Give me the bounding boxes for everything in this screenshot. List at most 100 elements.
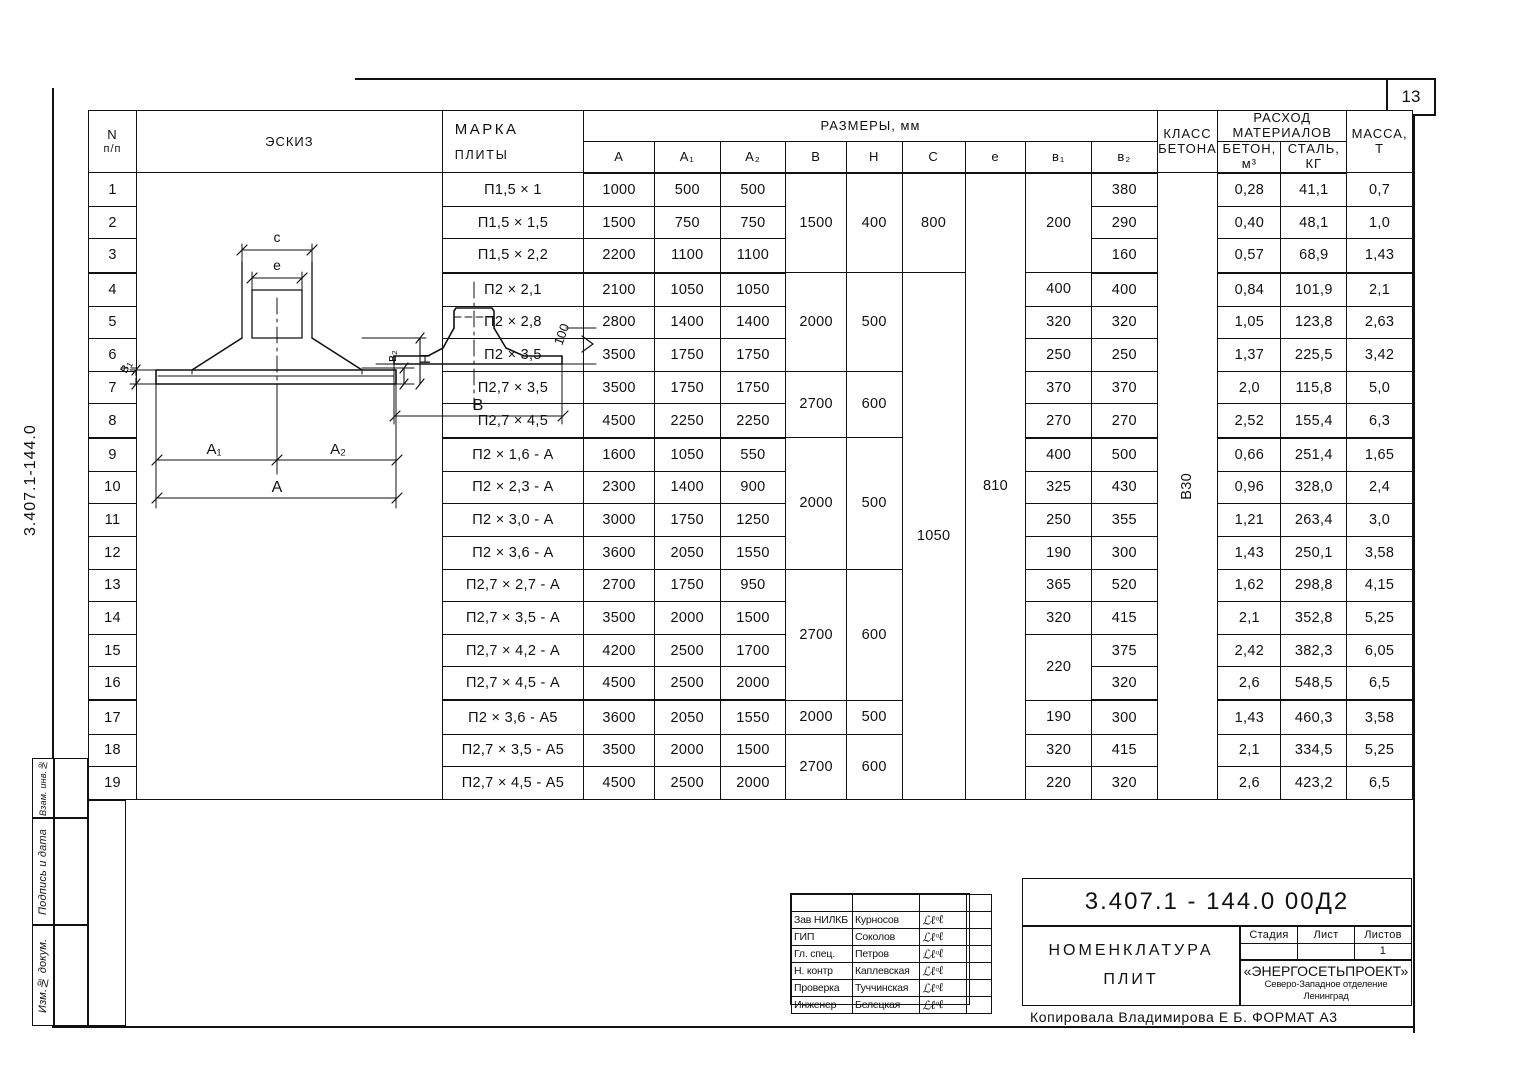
page-number: 13	[1401, 87, 1421, 106]
cell-H: 500	[845, 272, 903, 372]
cell-b1: 200	[1025, 172, 1092, 274]
cell-mark: П2 × 3,6 - А5	[441, 699, 585, 735]
signature-date	[966, 945, 992, 963]
cell-steel-mass: 298,8	[1280, 568, 1348, 603]
cell-mass: 6,5	[1346, 766, 1413, 800]
signature-row: Гл. спец. Петров ℒℓᵒℓ	[791, 945, 992, 963]
cell-mass: 3,58	[1346, 535, 1413, 570]
table-row: 13 П2,7 × 2,7 - А 2700 1750 950 2700 600 365 520…	[88, 568, 1413, 701]
cell-number: 5	[88, 305, 137, 340]
cell-A1: 2500	[653, 633, 721, 668]
cell-H: 600	[845, 733, 903, 801]
signature-date	[966, 928, 992, 946]
cell-mark: П2 × 3,0 - А	[441, 503, 585, 537]
cell-number: 4	[88, 272, 137, 307]
cell-mass: 2,4	[1346, 470, 1413, 505]
cell-concrete-volume: 2,1	[1217, 733, 1282, 768]
cell-A1: 1750	[653, 370, 721, 405]
cell-concrete-volume: 2,0	[1217, 370, 1282, 405]
cell-A: 1600	[583, 437, 655, 472]
cell-mark: П2,7 × 4,5	[441, 403, 585, 439]
cell-A1: 1400	[653, 305, 721, 340]
cell-A: 2800	[583, 305, 655, 340]
cell-A: 1000	[583, 172, 655, 207]
signature-mark: ℒℓᵒℓ	[919, 996, 967, 1014]
th-materials-l2: МАТЕРИАЛОВ	[1232, 124, 1332, 140]
cell-A2: 1100	[719, 238, 787, 274]
margin-cell-vzam: Взам. инв.№	[32, 758, 54, 818]
signature-row: Зав НИЛКБ Курносов ℒℓᵒℓ	[791, 911, 992, 929]
cell-number: 3	[88, 238, 137, 274]
cell-e: 810	[964, 172, 1027, 800]
cell-concrete-volume: 2,6	[1217, 766, 1282, 800]
table-row: 15 П2,7 × 4,2 - А 4200 2500 1700 220 375 2,42 38…	[88, 633, 1413, 701]
cell-concrete-volume: 0,84	[1217, 272, 1282, 307]
cell-mark: П2 × 1,6 - А	[441, 437, 585, 472]
cell-concrete-volume: 2,42	[1217, 633, 1282, 668]
cell-A2: 1250	[719, 503, 787, 537]
cell-b2: 320	[1090, 305, 1158, 340]
cell-steel-mass: 155,4	[1280, 403, 1348, 439]
cell-concrete-volume: 1,05	[1217, 305, 1282, 340]
cell-A2: 2000	[719, 766, 787, 800]
cell-A1: 2050	[653, 699, 721, 735]
signature-role: Гл. спец.	[791, 945, 853, 963]
cell-number: 16	[88, 666, 137, 702]
cell-A2: 1500	[719, 733, 787, 768]
cell-A1: 2000	[653, 601, 721, 635]
cell-mark: П2 × 3,6 - А	[441, 535, 585, 570]
cell-number: 15	[88, 633, 137, 668]
cell-B: 1500	[785, 172, 847, 274]
table-body: 1 П1,5 × 1 1000 500 500 1500 400 800 810 200 380 В3…	[88, 172, 1413, 801]
signature-name: Туччинская	[852, 979, 920, 997]
cell-A2: 1500	[719, 601, 787, 635]
cell-b2: 500	[1090, 437, 1158, 472]
cell-mark: П2,7 × 4,2 - А	[441, 633, 585, 668]
stage-header-sheets: Листов	[1354, 926, 1412, 944]
organization-block: «ЭНЕРГОСЕТЬПРОЕКТ» Северо-Западное отдел…	[1240, 960, 1412, 1006]
signature-date	[966, 996, 992, 1014]
document-title-line1: НОМЕНКЛАТУРА	[1048, 942, 1214, 960]
cell-mass: 4,15	[1346, 568, 1413, 603]
nomenclature-table: N п/п ЭСКИЗ МАРКА ПЛИТЫ РАЗМЕРЫ, мм КЛАС…	[88, 109, 1413, 801]
cell-mass: 3,58	[1346, 699, 1413, 735]
cell-A1: 1050	[653, 437, 721, 472]
cell-mass: 2,1	[1346, 272, 1413, 307]
th-size-e: e	[964, 140, 1027, 174]
cell-mark: П2,7 × 2,7 - А	[441, 568, 585, 603]
cell-steel-mass: 41,1	[1280, 172, 1348, 207]
cell-A1: 2500	[653, 766, 721, 800]
cell-steel-mass: 251,4	[1280, 437, 1348, 472]
table-row: 2 П1,5 × 1,5 1500 750 750 290 0,40 48,1 1,0	[88, 205, 1413, 240]
cell-b1: 320	[1025, 601, 1092, 635]
cell-b1: 250	[1025, 338, 1092, 372]
cell-concrete-volume: 2,6	[1217, 666, 1282, 702]
frame-top-rule	[355, 78, 1415, 80]
table-row: 19 П2,7 × 4,5 - А5 4500 2500 2000 220 320 2,6 42…	[88, 766, 1413, 800]
cell-A: 3600	[583, 699, 655, 735]
margin-cell-izm: Изм.№ докум.	[32, 925, 54, 1026]
stage-value-sheet	[1297, 942, 1355, 960]
frame-left-rule	[52, 88, 54, 1028]
cell-concrete-volume: 1,62	[1217, 568, 1282, 603]
cell-mark: П1,5 × 1	[441, 172, 585, 207]
th-materials-l1: РАСХОД	[1253, 110, 1312, 125]
cell-number: 18	[88, 733, 137, 768]
th-mark-l2: ПЛИТЫ	[454, 148, 509, 162]
signature-row: Н. контр Каплевская ℒℓᵒℓ	[791, 962, 992, 980]
cell-b1: 400	[1025, 272, 1092, 307]
sheet-code-vertical: 3.407.1-144.0	[22, 424, 39, 536]
cell-A: 3000	[583, 503, 655, 537]
cell-b2: 430	[1090, 470, 1158, 505]
th-number-pp: п/п	[103, 142, 122, 155]
table-row: 3 П1,5 × 2,2 2200 1100 1100 160 0,57 68,9 1,43	[88, 238, 1413, 274]
cell-number: 7	[88, 370, 137, 405]
cell-C: 1050	[901, 272, 966, 800]
th-mass-l1: МАССА,	[1351, 125, 1408, 141]
cell-A: 1500	[583, 205, 655, 240]
cell-b2: 160	[1090, 238, 1158, 274]
th-mass: МАССА, Т	[1346, 109, 1413, 174]
stage-value-sheets: 1	[1354, 942, 1412, 960]
cell-A1: 2500	[653, 666, 721, 702]
